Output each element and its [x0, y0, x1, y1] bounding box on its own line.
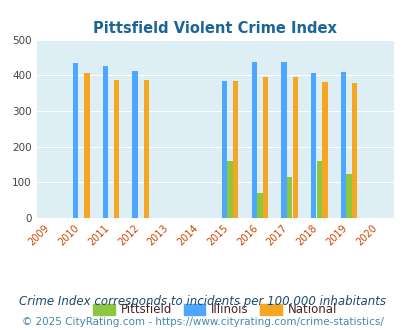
Bar: [345, 174, 351, 218]
Bar: [232, 81, 238, 218]
Bar: [143, 80, 149, 218]
Bar: [316, 161, 321, 218]
Bar: [132, 71, 137, 218]
Bar: [351, 83, 357, 218]
Bar: [251, 62, 256, 218]
Bar: [281, 62, 286, 218]
Legend: Pittsfield, Illinois, National: Pittsfield, Illinois, National: [89, 299, 341, 321]
Title: Pittsfield Violent Crime Index: Pittsfield Violent Crime Index: [93, 21, 336, 36]
Bar: [221, 81, 226, 218]
Bar: [292, 77, 297, 218]
Bar: [102, 66, 108, 218]
Bar: [286, 177, 292, 218]
Bar: [227, 161, 232, 218]
Bar: [340, 72, 345, 218]
Text: Crime Index corresponds to incidents per 100,000 inhabitants: Crime Index corresponds to incidents per…: [19, 295, 386, 309]
Bar: [114, 80, 119, 218]
Bar: [310, 74, 315, 218]
Bar: [262, 77, 268, 218]
Bar: [84, 74, 90, 218]
Bar: [72, 63, 78, 218]
Bar: [256, 193, 262, 218]
Bar: [322, 82, 327, 218]
Text: © 2025 CityRating.com - https://www.cityrating.com/crime-statistics/: © 2025 CityRating.com - https://www.city…: [22, 317, 383, 327]
